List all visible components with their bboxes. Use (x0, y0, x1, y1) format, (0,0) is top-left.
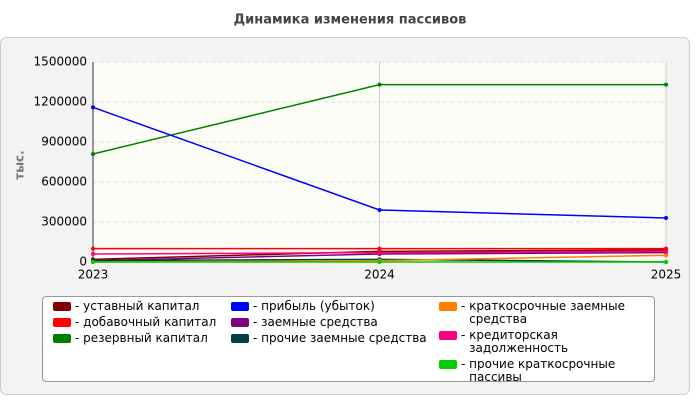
legend-label: прочие краткосрочные пассивы (469, 357, 616, 384)
x-tick-label: 2023 (78, 268, 109, 282)
legend-label: резервный капитал (83, 331, 208, 345)
legend-swatch (231, 334, 249, 343)
legend-dash: - (75, 299, 84, 313)
data-point (91, 252, 95, 256)
data-point (377, 260, 382, 264)
data-point (664, 253, 668, 258)
legend-dash: - (253, 315, 262, 329)
chart-title: Динамика изменения пассивов (234, 13, 467, 28)
legend-label: кредиторская задолженность (469, 328, 569, 355)
y-tick-label: 600000 (41, 175, 87, 189)
x-tick-label: 2024 (364, 268, 395, 282)
data-point (91, 105, 95, 110)
legend-dash: - (461, 299, 470, 313)
legend-item: - прочие заемные средства (231, 332, 439, 345)
legend-dash: - (461, 328, 470, 342)
legend-dash: - (253, 331, 262, 345)
data-point (664, 260, 668, 264)
legend-label: уставный капитал (83, 299, 200, 313)
legend-swatch (231, 302, 249, 311)
legend-item: - резервный капитал (53, 332, 231, 345)
legend-item: - прочие краткосрочные пассивы (439, 358, 654, 384)
legend-column: - прибыль (убыток) - заемные средства - пр… (231, 300, 439, 381)
legend-label: прочие заемные средства (261, 331, 427, 345)
data-point (664, 82, 668, 87)
legend-swatch (53, 334, 71, 343)
data-point (377, 246, 382, 251)
legend-label: добавочный капитал (83, 315, 217, 329)
legend-swatch (439, 302, 457, 311)
data-point (377, 208, 382, 212)
y-axis-label: тыс. (13, 150, 27, 179)
data-point (377, 250, 382, 255)
legend-swatch (53, 318, 71, 327)
legend-dash: - (75, 315, 84, 329)
legend-swatch (53, 302, 71, 311)
y-tick-label: 1200000 (34, 95, 87, 109)
legend-item: - добавочный капитал (53, 316, 231, 329)
data-point (91, 152, 95, 156)
y-tick-label: 300000 (41, 215, 87, 229)
legend-swatch (439, 331, 457, 340)
legend-column: - краткосрочные заемные средства - кредит… (439, 300, 654, 384)
data-point (91, 246, 95, 251)
legend-swatch (231, 318, 249, 327)
legend-item: - прибыль (убыток) (231, 300, 439, 313)
data-point (91, 260, 95, 264)
legend-dash: - (75, 331, 84, 345)
legend-column: - уставный капитал - добавочный капитал - … (53, 300, 231, 381)
legend-item: - краткосрочные заемные средства (439, 300, 654, 326)
legend-label: краткосрочные заемные средства (469, 299, 625, 326)
y-tick-label: 0 (79, 255, 87, 269)
y-tick-label: 1500000 (34, 55, 87, 69)
x-tick-label: 2025 (651, 268, 682, 282)
y-tick-label: 900000 (41, 135, 87, 149)
legend-item: - уставный капитал (53, 300, 231, 313)
legend-item: - заемные средства (231, 316, 439, 329)
data-point (377, 82, 382, 87)
legend-dash: - (253, 299, 262, 313)
legend-dash: - (461, 357, 470, 371)
data-point (664, 216, 668, 220)
legend-item: - кредиторская задолженность (439, 329, 654, 355)
legend-label: прибыль (убыток) (261, 299, 375, 313)
legend-label: заемные средства (261, 315, 378, 329)
data-point (664, 249, 668, 254)
legend-swatch (439, 360, 457, 369)
legend: - уставный капитал - добавочный капитал - … (42, 296, 655, 384)
